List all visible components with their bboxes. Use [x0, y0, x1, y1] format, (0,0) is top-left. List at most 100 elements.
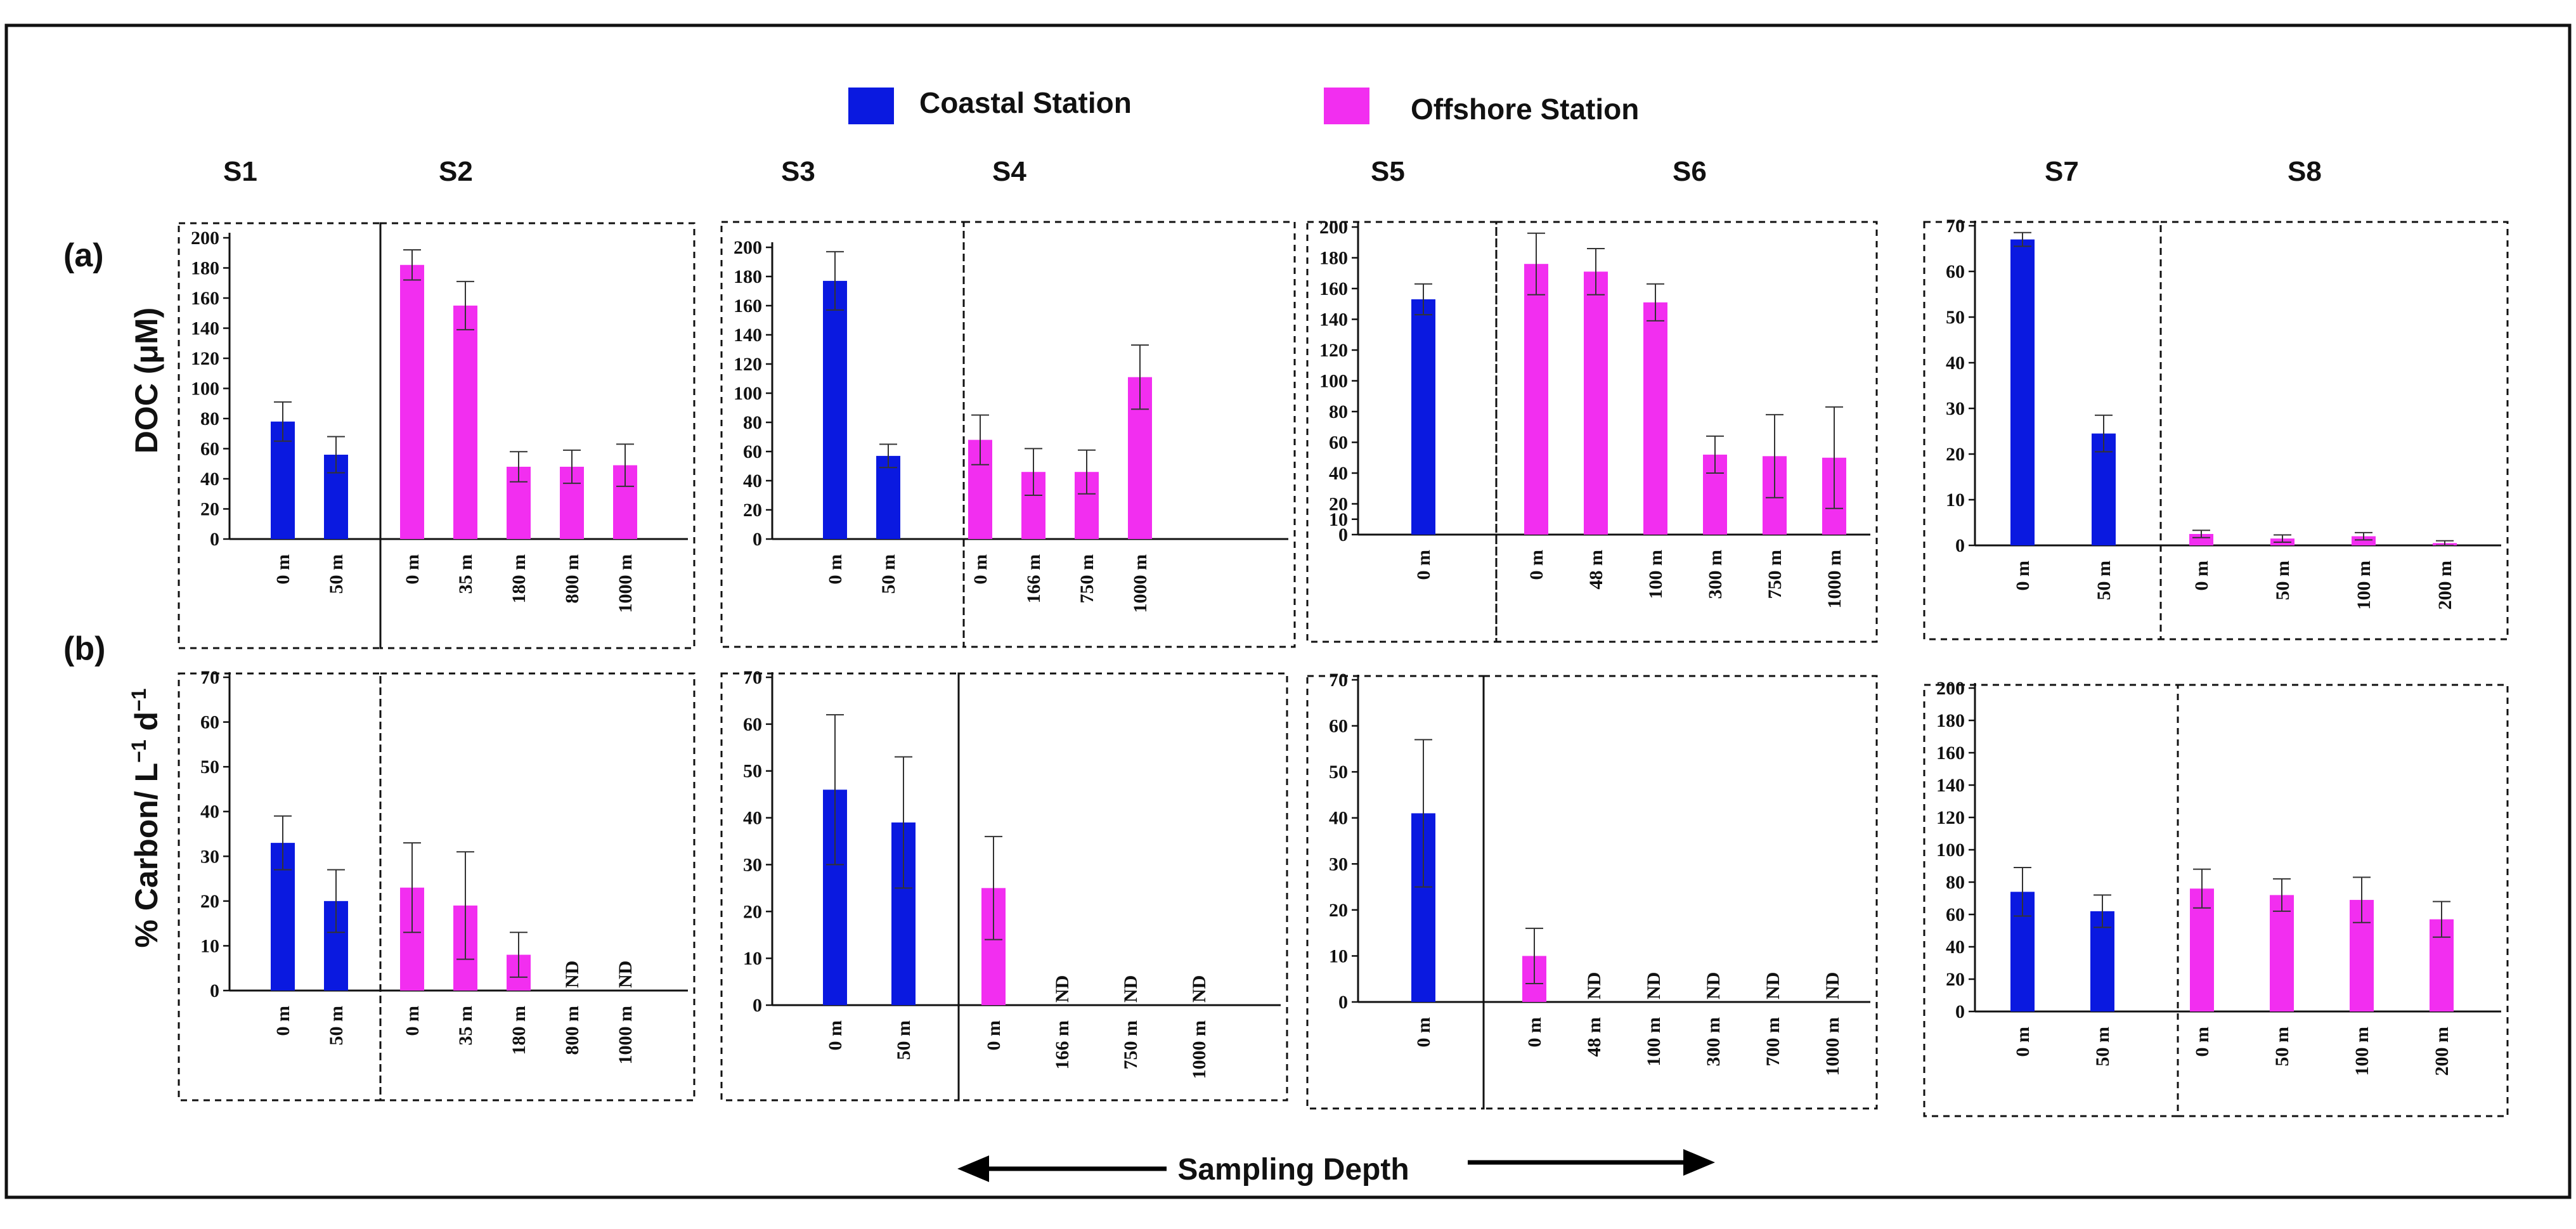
y-tick-label: 200 [1319, 217, 1348, 238]
dashed-box-offshore [962, 221, 1296, 648]
y-tick-label: 200 [734, 237, 762, 258]
station-label-s3: S3 [781, 156, 815, 187]
y-tick-label: 10 [1946, 490, 1965, 510]
x-tick-label: 0 m [402, 554, 423, 585]
x-tick-label: 0 m [1524, 1017, 1545, 1048]
y-tick-label: 180 [734, 266, 762, 287]
x-tick-label: 48 m [1586, 550, 1607, 590]
y-tick-label: 30 [1329, 854, 1348, 875]
y-tick-label: 0 [1955, 1001, 1965, 1022]
y-tick-label: 140 [191, 318, 219, 339]
legend-label-coastal: Coastal Station [919, 86, 1132, 119]
station-label-s8: S8 [2288, 156, 2322, 187]
x-tick-label: 0 m [402, 1006, 423, 1036]
y-tick-label: 20 [1329, 494, 1348, 515]
y-tick-label: 20 [743, 500, 762, 521]
y-axis-title-b: % Carbon/ L−1 d−1 [127, 688, 164, 947]
dashed-box-coastal [178, 222, 382, 649]
x-tick-label: 100 m [2353, 561, 2374, 610]
x-tick-label: 1000 m [1822, 1017, 1843, 1076]
y-tick-label: 20 [200, 499, 219, 520]
x-tick-label: 0 m [983, 1020, 1004, 1051]
nd-label: ND [1643, 972, 1664, 999]
bar [2010, 239, 2035, 545]
bar [400, 264, 424, 539]
dashed-box-offshore [379, 222, 696, 649]
y-tick-label: 160 [734, 296, 762, 316]
x-tick-label: 50 m [878, 554, 899, 594]
x-tick-label: 0 m [2191, 561, 2212, 591]
bar [2190, 888, 2214, 1011]
x-tick-label: 0 m [1413, 1017, 1434, 1048]
row-label-a: (a) [63, 237, 104, 274]
arrow-right-head [1683, 1149, 1715, 1176]
x-tick-label: 800 m [562, 1006, 583, 1055]
y-tick-label: 10 [1329, 509, 1348, 530]
bar [823, 280, 847, 539]
y-tick-label: 60 [1946, 261, 1965, 282]
y-tick-label: 0 [753, 529, 762, 550]
y-axis-title-b-sup1: −1 [127, 739, 150, 762]
dashed-box-offshore [1495, 221, 1878, 643]
dashed-box-coastal [1923, 221, 2162, 641]
panel-b-4: 0 20 40 60 80 100 120 140 160 180 200 0 m 50 m 0 m 50 … [1923, 678, 2509, 1117]
x-axis-title: Sampling Depth [957, 1149, 1715, 1187]
x-tick-label: 0 m [273, 1006, 294, 1036]
arrow-left-head [957, 1155, 989, 1182]
y-tick-label: 60 [743, 441, 762, 462]
bar [2352, 536, 2376, 545]
legend-swatch-coastal [848, 88, 894, 124]
y-tick-label: 40 [1946, 937, 1965, 958]
y-tick-label: 20 [1946, 969, 1965, 990]
dashed-box-offshore [957, 672, 1288, 1102]
y-tick-label: 70 [743, 667, 762, 688]
nd-label: ND [1822, 972, 1843, 999]
x-tick-label: 1000 m [1824, 550, 1845, 609]
x-tick-label: 0 m [273, 554, 294, 585]
y-axis-title-b-mid: d [129, 712, 164, 739]
y-tick-label: 50 [200, 757, 219, 777]
y-tick-label: 60 [743, 714, 762, 735]
y-tick-label: 180 [1936, 710, 1965, 731]
x-tick-label: 0 m [825, 1020, 846, 1051]
station-label-s2: S2 [439, 156, 473, 187]
y-tick-label: 160 [191, 288, 219, 309]
x-tick-label: 800 m [562, 554, 583, 604]
y-tick-label: 0 [210, 980, 219, 1001]
figure-border [4, 23, 2572, 1199]
y-tick-label: 40 [1329, 463, 1348, 484]
y-tick-label: 20 [743, 901, 762, 922]
y-tick-label: 80 [200, 408, 219, 429]
nd-label: ND [1120, 975, 1141, 1003]
dashed-box-coastal [720, 221, 965, 648]
y-tick-label: 140 [1936, 775, 1965, 796]
y-tick-label: 60 [200, 712, 219, 733]
dashed-box-offshore [2177, 684, 2509, 1117]
y-tick-label: 100 [191, 379, 219, 400]
bar [453, 305, 477, 539]
dashed-box-coastal [1306, 675, 1485, 1110]
x-tick-label: 35 m [455, 1006, 476, 1046]
y-tick-label: 10 [200, 935, 219, 956]
y-tick-label: 120 [734, 354, 762, 375]
x-axis-title-label: Sampling Depth [1177, 1153, 1409, 1187]
x-tick-label: 180 m [508, 1006, 529, 1055]
y-tick-label: 80 [1946, 872, 1965, 893]
x-tick-label: 50 m [2272, 1027, 2293, 1067]
y-tick-label: 70 [200, 667, 219, 688]
station-label-s5: S5 [1371, 156, 1405, 187]
y-tick-label: 80 [1329, 401, 1348, 422]
panel-a-2: 0 20 40 60 80 100 120 140 160 180 200 0 m 50 m 0 m 166… [720, 221, 1296, 648]
station-labels: S1 S2 S3 S4 S5 S6 S7 S8 [223, 156, 2322, 187]
y-tick-label: 0 [753, 995, 762, 1016]
y-tick-label: 0 [210, 529, 219, 550]
x-tick-label: 0 m [2012, 1027, 2033, 1057]
x-tick-label: 750 m [1120, 1020, 1141, 1070]
y-tick-label: 40 [743, 471, 762, 491]
y-tick-label: 70 [1329, 670, 1348, 691]
x-tick-label: 50 m [893, 1020, 914, 1060]
